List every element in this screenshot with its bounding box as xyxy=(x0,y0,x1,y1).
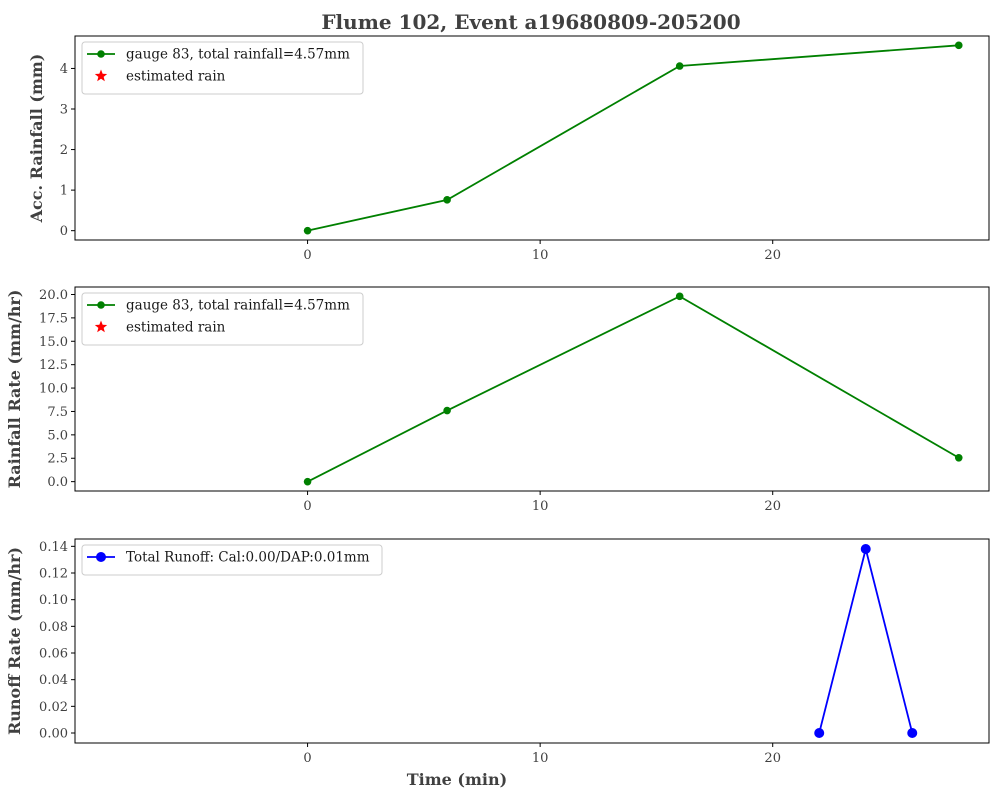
data-point xyxy=(675,292,684,301)
legend-label: estimated rain xyxy=(126,69,226,85)
legend-label: gauge 83, total rainfall=4.57mm xyxy=(126,298,350,314)
data-point xyxy=(443,196,451,204)
axes-frame xyxy=(74,286,990,492)
data-point xyxy=(954,453,963,462)
series-line xyxy=(818,548,914,734)
legend-entry: estimated rain xyxy=(94,69,226,85)
y-tick-label: 15.0 xyxy=(39,335,68,350)
data-point xyxy=(303,477,312,486)
legend: Total Runoff: Cal:0.00/DAP:0.01mm xyxy=(81,544,383,576)
legend-label: estimated rain xyxy=(126,320,226,336)
series-line xyxy=(307,295,960,483)
legend-label: Total Runoff: Cal:0.00/DAP:0.01mm xyxy=(126,550,370,566)
axes-frame xyxy=(74,538,990,744)
x-tick-label: 0 xyxy=(303,248,311,263)
y-tick-label: 2 xyxy=(60,143,68,158)
chart-panel-1: 0 10 20 0 1 2 3 4 Acc. Rainfall (mm) gauge 83, to… xyxy=(27,35,990,263)
y-tick-label: 17.5 xyxy=(39,311,68,326)
data-point xyxy=(675,62,684,70)
legend-box xyxy=(81,544,383,576)
y-tick-label: 10.0 xyxy=(39,382,68,397)
y-tick-label: 2.5 xyxy=(47,452,68,467)
legend-marker xyxy=(97,301,105,309)
legend-star-marker xyxy=(94,320,108,333)
legend-label: gauge 83, total rainfall=4.57mm xyxy=(126,47,350,63)
x-tick-label: 10 xyxy=(532,751,549,766)
y-tick-label: 12.5 xyxy=(39,358,68,373)
y-tick-label: 0.14 xyxy=(39,540,68,555)
y-tick-label: 1 xyxy=(60,184,68,199)
y-tick-label: 4 xyxy=(60,62,68,77)
y-tick-label: 0.0 xyxy=(47,475,68,490)
y-tick-label: 0.10 xyxy=(39,593,68,608)
x-axis-label: Time (min) xyxy=(407,770,507,789)
series-line xyxy=(307,44,959,232)
data-point xyxy=(954,41,963,50)
x-tick-label: 20 xyxy=(764,751,781,766)
axes-frame xyxy=(74,35,990,241)
legend-marker xyxy=(97,50,105,58)
legend-star-marker xyxy=(94,69,108,82)
x-tick-label: 20 xyxy=(764,499,781,514)
legend-box xyxy=(81,41,364,95)
y-tick-label: 0.04 xyxy=(39,673,68,688)
legend: gauge 83, total rainfall=4.57mm estimated… xyxy=(81,292,364,346)
data-point xyxy=(860,544,871,554)
legend-entry: Total Runoff: Cal:0.00/DAP:0.01mm xyxy=(87,550,370,566)
data-point xyxy=(303,226,312,235)
y-axis-label: Runoff Rate (mm/hr) xyxy=(5,547,24,735)
x-tick-label: 0 xyxy=(303,751,311,766)
y-tick-label: 3 xyxy=(60,103,68,118)
data-point xyxy=(814,728,825,738)
legend-entry: gauge 83, total rainfall=4.57mm xyxy=(87,298,350,314)
legend-entry: estimated rain xyxy=(94,320,226,336)
legend-box xyxy=(81,292,364,346)
y-tick-label: 7.5 xyxy=(47,405,68,420)
y-tick-label: 0.00 xyxy=(39,727,68,742)
data-point xyxy=(907,728,918,738)
y-tick-label: 5.0 xyxy=(47,428,68,443)
legend-marker xyxy=(96,552,106,562)
y-tick-label: 0.12 xyxy=(39,567,68,582)
legend-entry: gauge 83, total rainfall=4.57mm xyxy=(87,47,350,63)
y-tick-label: 20.0 xyxy=(39,288,68,303)
x-tick-label: 10 xyxy=(532,248,549,263)
y-axis-label: Rainfall Rate (mm/hr) xyxy=(5,290,24,489)
x-tick-label: 20 xyxy=(764,248,781,263)
x-tick-label: 0 xyxy=(303,499,311,514)
y-axis-label: Acc. Rainfall (mm) xyxy=(27,54,46,224)
figure-title: Flume 102, Event a19680809-205200 xyxy=(321,10,740,34)
chart-panel-2: 0 10 20 0.0 2.5 5.0 7.5 10.0 12.5 15.0 17.5 20.0 Rai… xyxy=(5,286,990,514)
legend: gauge 83, total rainfall=4.57mm estimated… xyxy=(81,41,364,95)
chart-panel-3: 0 10 20 0.00 0.02 0.04 0.06 0.08 0.10 0.12 0.14 Run… xyxy=(5,538,990,789)
data-point xyxy=(443,406,451,415)
x-tick-label: 10 xyxy=(532,499,549,514)
y-tick-label: 0.08 xyxy=(39,620,68,635)
y-tick-label: 0.02 xyxy=(39,700,68,715)
y-tick-label: 0.06 xyxy=(39,647,68,662)
y-tick-label: 0 xyxy=(60,224,68,239)
